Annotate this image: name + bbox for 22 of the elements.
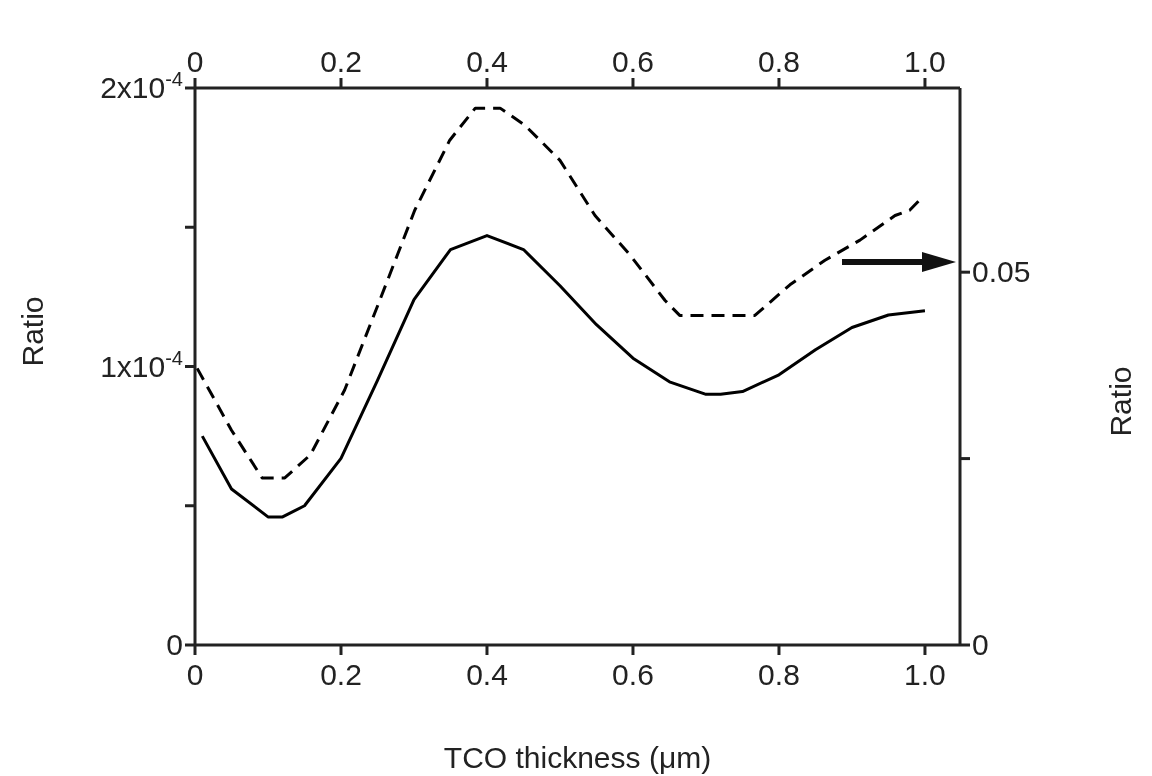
x2-tick-label: 0.6 <box>612 658 654 691</box>
y-tick-label: 1x10$^{-4}$ <box>100 346 183 383</box>
x2-tick-label: 1.0 <box>904 658 946 691</box>
x-tick-label: 1.0 <box>904 45 946 78</box>
y-tick-label: 2x10$^{-4}$ <box>100 68 183 104</box>
y-tick-label: 0 <box>166 628 183 661</box>
line-series <box>195 106 922 480</box>
x2-tick-label: 0.4 <box>466 658 508 691</box>
x-axis-title: TCO thickness (μm) <box>443 741 712 774</box>
y2-tick-label: 0.05 <box>972 255 1031 289</box>
x-tick-label: 0.8 <box>758 45 800 78</box>
x2-tick-label: 0 <box>186 658 204 691</box>
line-series <box>200 234 927 519</box>
x-tick-label: 0 <box>186 45 204 78</box>
y2-tick-label: 0 <box>972 628 989 661</box>
x2-tick-label: 0.2 <box>320 658 362 691</box>
y-axis-title: Ratio <box>15 296 49 367</box>
x2-tick-label: 0.8 <box>758 658 800 691</box>
x-tick-label: 0.6 <box>612 45 654 78</box>
x-tick-label: 0.4 <box>466 45 508 78</box>
y2-axis-title: Ratio <box>1103 366 1137 437</box>
x-tick-label: 0.2 <box>320 45 362 78</box>
